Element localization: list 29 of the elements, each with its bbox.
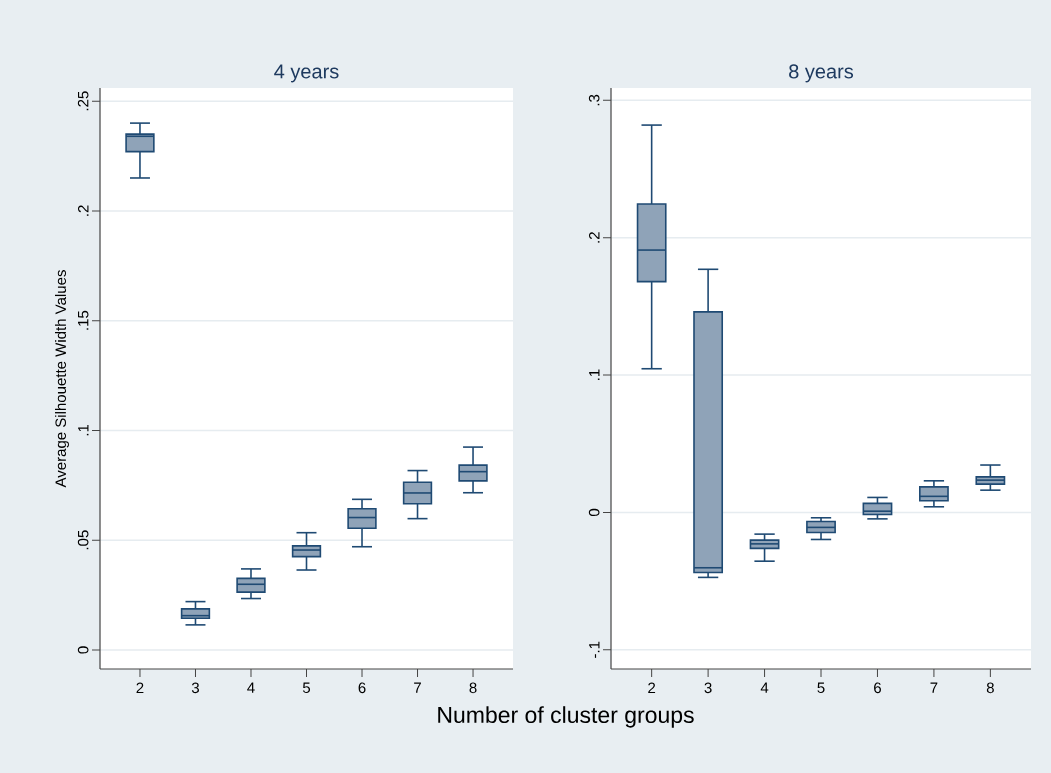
x-tick-label: 3 [704,682,712,694]
x-tick-label: 3 [191,682,199,694]
y-tick-label: -.1 [589,641,600,658]
y-tick-label: .25 [77,91,89,111]
x-tick-label: 7 [414,682,421,693]
x-tick-label: 7 [930,682,938,693]
y-tick-label: .2 [77,205,89,216]
x-tick-label: 5 [817,682,825,693]
x-axis-title: Number of cluster groups [438,706,694,728]
x-tick-label: 6 [358,682,366,694]
y-tick-label: .15 [78,310,89,330]
y-tick-label: .05 [77,530,89,550]
y-tick-label: .1 [589,369,600,380]
x-tick-label: 4 [247,682,255,693]
y-axis-title: Average Silhouette Width Values [55,270,69,488]
y-tick-label: 0 [77,646,89,654]
x-tick-label: 6 [874,682,881,694]
x-tick-label: 5 [302,682,311,693]
x-tick-label: 8 [986,682,994,694]
x-tick-label: 4 [760,682,769,693]
y-tick-label: .1 [78,424,89,436]
x-tick-label: 2 [648,682,656,694]
y-tick-label: 0 [588,508,600,517]
chart-title: 8 years [789,64,854,83]
x-tick-label: 2 [136,682,144,694]
chart-title: 4 years [274,64,339,83]
y-tick-label: .3 [588,94,600,106]
x-tick-label: 8 [469,682,477,694]
y-tick-label: .2 [589,232,600,243]
